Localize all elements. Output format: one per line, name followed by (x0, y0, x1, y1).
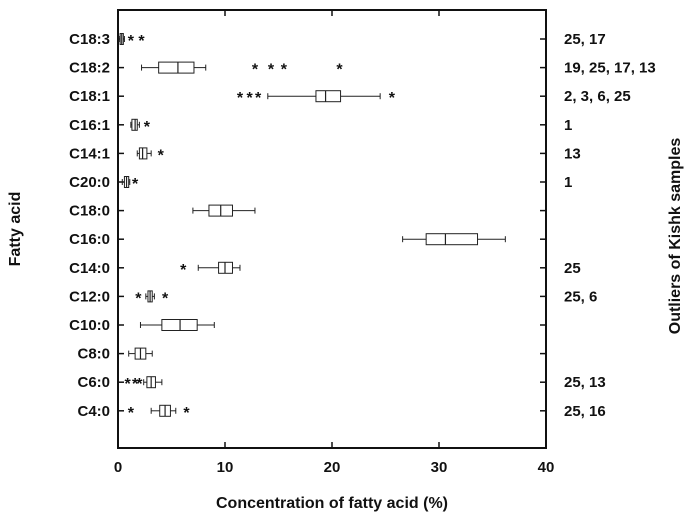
x-tick-label: 0 (114, 459, 122, 476)
category-label: C6:0 (77, 374, 110, 391)
category-label: C20:0 (69, 174, 110, 191)
outlier-marker: * (336, 62, 343, 79)
box-row: C16:0 (69, 231, 546, 248)
outlier-marker: * (183, 405, 190, 422)
category-label: C14:1 (69, 145, 110, 162)
category-label: C10:0 (69, 317, 110, 334)
outlier-marker: * (180, 262, 187, 279)
outlier-marker: * (281, 62, 288, 79)
outlier-marker: * (158, 147, 165, 164)
x-axis-title: Concentration of fatty acid (%) (216, 495, 448, 512)
iqr-box (158, 61, 195, 74)
plot-frame (117, 9, 547, 449)
box-row: C18:3 * * 25, 17 (69, 31, 606, 50)
outlier-marker: * (128, 33, 135, 50)
outlier-samples-label: 25, 13 (564, 374, 606, 391)
outlier-marker: * (125, 376, 132, 393)
box-row: C18:2 * * * * 19, 25, 17, 13 (69, 60, 656, 79)
outlier-samples-label: 25, 17 (564, 31, 606, 48)
category-label: C18:2 (69, 60, 110, 77)
outlier-marker: * (136, 376, 143, 393)
outlier-marker: * (246, 90, 253, 107)
outlier-samples-label: 2, 3, 6, 25 (564, 88, 631, 105)
outlier-marker: * (144, 119, 151, 136)
outlier-samples-label: 19, 25, 17, 13 (564, 60, 656, 77)
x-tick-label: 10 (217, 459, 234, 476)
x-tick-label: 20 (324, 459, 341, 476)
category-label: C18:1 (69, 88, 110, 105)
box-row: C4:0 * * 25, 16 (77, 403, 605, 422)
outlier-samples-label: 25, 6 (564, 288, 597, 305)
category-label: C8:0 (77, 346, 110, 363)
category-label: C18:0 (69, 203, 110, 220)
y-axis-title: Fatty acid (7, 192, 24, 267)
outlier-marker: * (132, 176, 139, 193)
iqr-box (425, 233, 479, 246)
outlier-samples-label: 13 (564, 145, 581, 162)
outlier-marker: * (135, 290, 142, 307)
outlier-samples-label: 25 (564, 260, 581, 277)
box-row: C16:1 * 1 (69, 117, 572, 136)
box-row: C8:0 (77, 346, 546, 363)
box-row: C20:0 * 1 (69, 174, 572, 193)
box-row: C6:0 * ** 25, 13 (77, 374, 605, 393)
category-label: C18:3 (69, 31, 110, 48)
outlier-marker: * (237, 90, 244, 107)
outlier-marker: * (255, 90, 262, 107)
box-row: C10:0 (69, 317, 546, 334)
category-label: C12:0 (69, 288, 110, 305)
box-row: C18:1 * * * * 2, 3, 6, 25 (69, 88, 631, 107)
box-row: C18:0 (69, 203, 546, 220)
box-row: C14:1 * 13 (69, 145, 581, 164)
outlier-marker: * (162, 290, 169, 307)
iqr-box (315, 90, 342, 103)
outlier-marker: * (132, 376, 139, 393)
outlier-marker: * (252, 62, 259, 79)
outlier-marker: * (389, 90, 396, 107)
outlier-marker: * (128, 405, 135, 422)
x-axis: 0 10 20 30 40 (114, 10, 555, 476)
category-label: C16:0 (69, 231, 110, 248)
category-label: C14:0 (69, 260, 110, 277)
box-row: C12:0 * * 25, 6 (69, 288, 597, 307)
right-axis-title: Outliers of Kishk samples (667, 138, 684, 335)
outlier-marker: * (268, 62, 275, 79)
x-tick-label: 30 (431, 459, 448, 476)
outlier-marker: * (138, 33, 145, 50)
category-label: C4:0 (77, 403, 110, 420)
outlier-samples-label: 1 (564, 117, 572, 134)
x-tick-label: 40 (538, 459, 555, 476)
category-label: C16:1 (69, 117, 110, 134)
outlier-samples-label: 25, 16 (564, 403, 606, 420)
outlier-samples-label: 1 (564, 174, 572, 191)
box-row: C14:0 * 25 (69, 260, 581, 279)
